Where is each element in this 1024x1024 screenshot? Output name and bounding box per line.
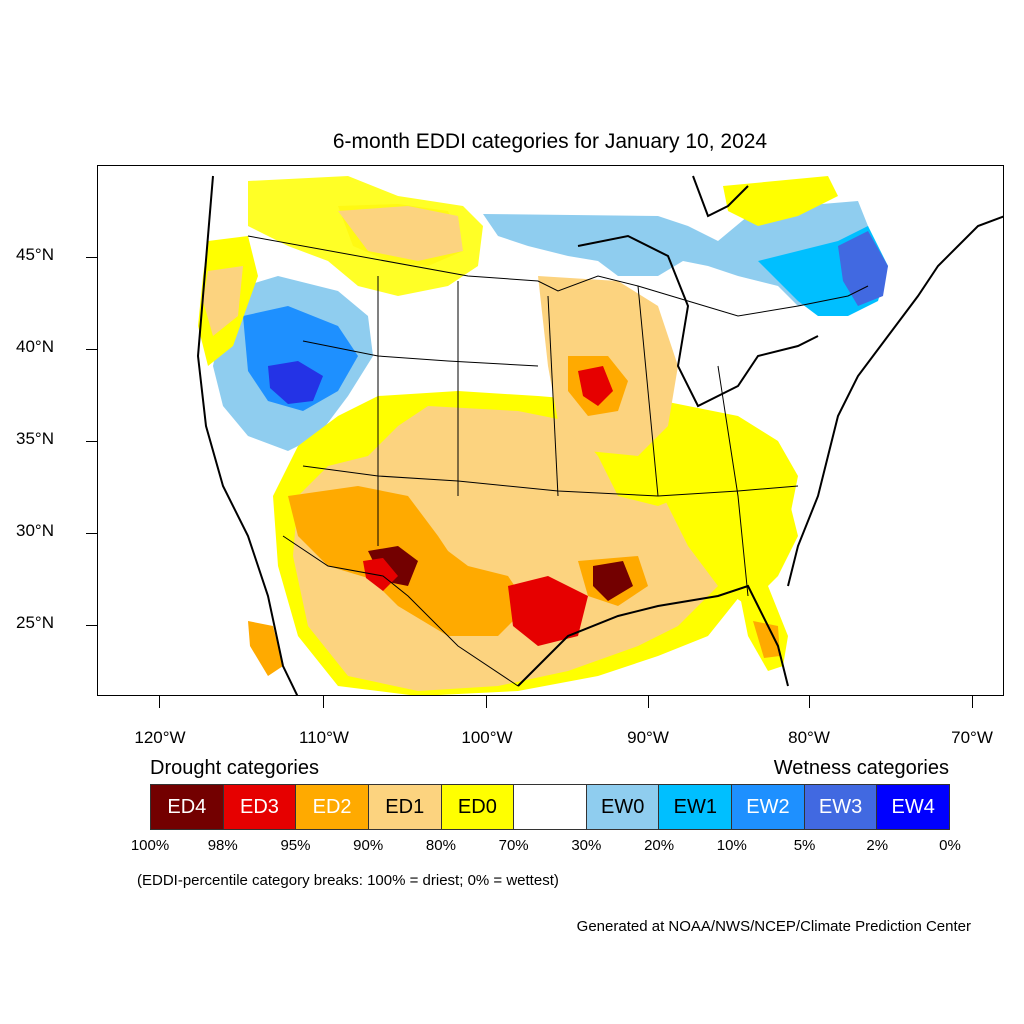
lon-label-90: 90°W <box>627 728 669 747</box>
pacific-coast <box>196 175 299 695</box>
region-ed1-montana2 <box>338 206 463 261</box>
percentile-label: 2% <box>866 837 889 854</box>
legend-box-ed3: ED3 <box>223 785 297 829</box>
legend-box-ew4: EW4 <box>877 785 950 829</box>
credit-line: Generated at NOAA/NWS/NCEP/Climate Predi… <box>576 918 971 935</box>
gulf-coast <box>517 584 789 687</box>
lon-label-70: 70°W <box>951 728 993 747</box>
legend-box-ew2: EW2 <box>732 785 805 829</box>
lat-tick-35 <box>86 441 97 442</box>
region-ed3-iowa <box>578 366 613 406</box>
legend-box-ed4: ED4 <box>151 785 224 829</box>
legend-box-ed1: ED1 <box>368 785 442 829</box>
lon-label-80: 80°W <box>788 728 830 747</box>
lon-tick-80 <box>809 696 810 708</box>
state-line-5 <box>547 295 559 497</box>
percentile-label: 30% <box>571 837 602 854</box>
lon-label-100: 100°W <box>461 728 513 747</box>
region-ed2-florida <box>753 621 780 658</box>
percentile-label: 90% <box>353 837 384 854</box>
state-line-8 <box>717 365 749 597</box>
percentile-label: 70% <box>498 837 529 854</box>
percentile-label: 20% <box>644 837 675 854</box>
percentile-label: 10% <box>716 837 747 854</box>
category-regions <box>198 176 888 695</box>
region-ed2-mexico <box>248 621 283 676</box>
great-lakes <box>577 234 819 408</box>
lat-label-30: 30°N <box>16 521 54 540</box>
percentile-label: 98% <box>207 837 238 854</box>
map-frame <box>97 165 1004 696</box>
lat-label-25: 25°N <box>16 613 54 632</box>
lat-tick-45 <box>86 257 97 258</box>
region-ed1-pnw <box>203 266 243 336</box>
lat-label-40: 40°N <box>16 337 54 356</box>
lon-tick-110 <box>323 696 324 708</box>
borders <box>247 235 869 687</box>
region-ed4-lousiana <box>593 561 633 601</box>
legend-box-ed2: ED2 <box>296 785 369 829</box>
legend-box-ew1: EW1 <box>659 785 733 829</box>
legend-box-ew3: EW3 <box>804 785 878 829</box>
legend-bar: ED4 ED3 ED2 ED1 ED0 EW0 EW1 EW2 EW3 EW4 <box>150 784 950 830</box>
lon-label-110: 110°W <box>299 728 349 747</box>
map-title: 6-month EDDI categories for January 10, … <box>332 130 768 153</box>
percentile-label: 80% <box>425 837 456 854</box>
region-ew4-basin <box>268 361 323 404</box>
percentile-label: 0% <box>939 837 961 854</box>
lon-tick-100 <box>486 696 487 708</box>
wetness-heading: Wetness categories <box>773 757 949 779</box>
lon-tick-120 <box>159 696 160 708</box>
percentile-label: 100% <box>130 837 170 854</box>
atlantic-coast <box>787 215 1003 587</box>
hudson-shore <box>692 175 749 218</box>
lon-tick-70 <box>972 696 973 708</box>
category-note: (EDDI-percentile category breaks: 100% =… <box>137 872 559 889</box>
legend-box-normal <box>514 785 587 829</box>
region-ed3-texas <box>508 576 588 646</box>
lat-tick-25 <box>86 625 97 626</box>
state-line-6 <box>637 285 659 497</box>
legend-box-ed0: ED0 <box>441 785 515 829</box>
coastlines <box>196 175 1003 695</box>
eddi-map <box>196 175 1003 695</box>
lat-tick-30 <box>86 533 97 534</box>
lat-label-35: 35°N <box>16 429 54 448</box>
region-ed0-southeast <box>658 476 798 606</box>
region-ed3-nm <box>363 558 398 591</box>
state-line-7 <box>657 485 799 497</box>
state-line-1 <box>302 340 539 367</box>
lon-tick-90 <box>648 696 649 708</box>
drought-heading: Drought categories <box>150 757 319 779</box>
percentile-label: 5% <box>793 837 816 854</box>
lat-label-45: 45°N <box>16 245 54 264</box>
us-mexico-border <box>282 535 519 687</box>
percentile-label: 95% <box>280 837 311 854</box>
lat-tick-40 <box>86 349 97 350</box>
region-ew3-northeast <box>838 231 888 306</box>
region-ed0-quebec <box>723 176 838 226</box>
legend-box-ew0: EW0 <box>586 785 660 829</box>
lon-label-120: 120°W <box>134 728 186 747</box>
